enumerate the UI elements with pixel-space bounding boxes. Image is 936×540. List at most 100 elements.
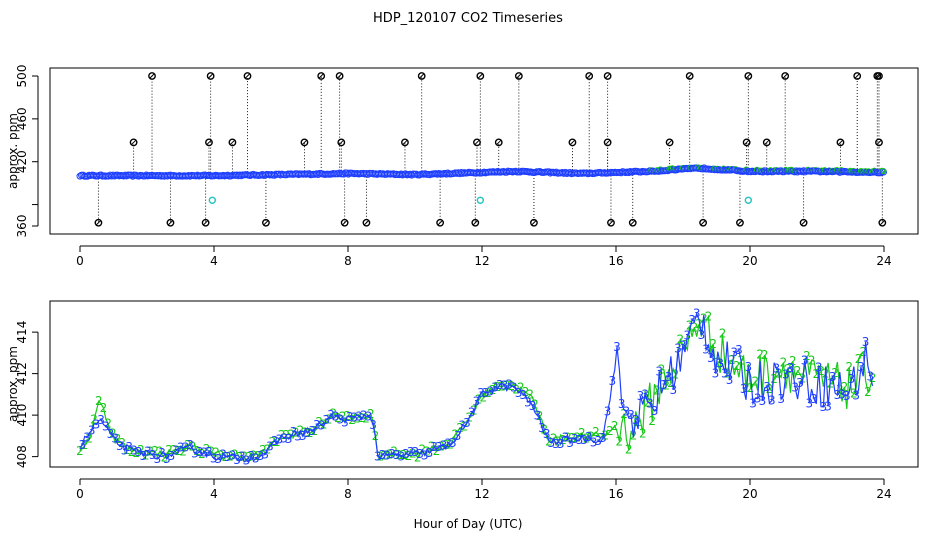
- spike-438-marker: [875, 138, 883, 147]
- series-3-point: 3: [205, 445, 213, 459]
- series-3-point: 3: [304, 426, 312, 440]
- series-2-point: 2: [789, 354, 797, 368]
- series-2-point: 2: [100, 401, 108, 415]
- spike-438-marker-slash: [302, 140, 307, 145]
- spike-500-marker: [853, 72, 862, 80]
- series-2-point: 2: [273, 435, 281, 449]
- series-2-point: 2: [132, 446, 140, 460]
- series-3-point: 3: [721, 366, 729, 380]
- spike-438-marker: [742, 138, 751, 147]
- secondary-point: [672, 165, 679, 172]
- series-3-point: 3: [866, 370, 874, 384]
- series-3-point: 3: [402, 447, 410, 461]
- series-3-point: 3: [426, 446, 434, 460]
- series-3-point: 3: [318, 418, 326, 432]
- y-tick-label: 412: [15, 362, 29, 385]
- spike-500-marker: [206, 72, 215, 80]
- series-2-point: 2: [170, 443, 178, 457]
- series-2-point: 2: [217, 448, 225, 462]
- series-3-point: 3: [107, 427, 115, 441]
- series-3-point: 3: [233, 453, 241, 467]
- spike-500-marker-slash: [245, 73, 250, 79]
- x-tick-label: 4: [210, 487, 218, 501]
- series-2-point: 2: [494, 380, 502, 394]
- series-2-point: 2: [625, 443, 633, 457]
- aux-point: [744, 196, 753, 204]
- y-tick-label: 408: [15, 445, 29, 468]
- series-3-point: 3: [740, 382, 748, 396]
- spike-438-marker-slash: [474, 140, 480, 145]
- series-3-point: 3: [308, 424, 316, 438]
- x-tick-label: 0: [76, 487, 84, 501]
- series-3-point: 3: [566, 436, 574, 450]
- series-2-point: 2: [226, 449, 234, 463]
- spike-500-marker-slash: [586, 73, 592, 79]
- series-3-point: 3: [669, 383, 677, 397]
- series-3-point: 3: [834, 388, 842, 402]
- spike-438-marker-slash: [605, 140, 610, 145]
- series-2-point: 2: [611, 419, 619, 433]
- series-2-point: 2: [287, 428, 295, 442]
- spike-363-marker-slash: [263, 220, 269, 226]
- series-3-point: 3: [144, 445, 152, 459]
- series-3-point: 3: [449, 436, 457, 450]
- series-2-point: 2: [236, 450, 244, 464]
- series-2-point: 2: [752, 374, 760, 388]
- series-3-point: 3: [243, 454, 251, 468]
- spike-500-marker-slash: [876, 73, 882, 79]
- series-2-point: 2: [578, 426, 586, 440]
- series-2-point: 2: [555, 434, 563, 448]
- series-3-point: 3: [397, 450, 405, 464]
- series-3-point: 3: [538, 421, 546, 435]
- series-2-point: 2: [503, 378, 511, 392]
- x-tick-label: 16: [608, 487, 623, 501]
- series-2-point: 2: [489, 383, 497, 397]
- spike-438-marker-slash: [338, 140, 344, 145]
- series-3-point: 3: [707, 351, 715, 365]
- series-3-point: 3: [796, 376, 804, 390]
- series-3-point: 3: [496, 378, 504, 392]
- series-3-point: 3: [684, 328, 692, 342]
- series-3-point: 3: [749, 396, 757, 410]
- spike-363-marker: [340, 218, 349, 227]
- series-3-point: 3: [182, 440, 190, 454]
- series-2-point: 2: [90, 412, 98, 426]
- series-3-point: 3: [416, 447, 424, 461]
- series-3-point: 3: [618, 397, 626, 411]
- series-3-point: 3: [130, 443, 138, 457]
- spike-500-marker: [335, 72, 344, 80]
- series-2-point: 2: [817, 364, 825, 378]
- series-2-point: 2: [442, 438, 450, 452]
- series-2-point: 2: [240, 450, 248, 464]
- series-3-point: 3: [79, 438, 87, 452]
- series-2-point: 2: [859, 345, 867, 359]
- spike-500-marker-slash: [477, 73, 483, 79]
- spike-363-marker-slash: [608, 220, 614, 226]
- spike-363-marker-slash: [96, 220, 101, 226]
- y-tick-label: 500: [15, 65, 29, 88]
- series-3-point: 3: [219, 447, 227, 461]
- series-2-point: 2: [175, 444, 183, 458]
- spike-363-marker: [628, 218, 637, 227]
- series-2-point: 2: [597, 431, 605, 445]
- series-3-point: 3: [468, 406, 476, 420]
- series-3-point: 3: [627, 408, 635, 422]
- series-3-point: 3: [238, 450, 246, 464]
- series-2-point: 2: [348, 413, 356, 427]
- series-3-point: 3: [759, 394, 767, 408]
- spike-438-marker: [665, 138, 674, 147]
- series-3-point: 3: [327, 408, 335, 422]
- secondary-point: [654, 167, 661, 174]
- spike-363-marker: [799, 218, 808, 227]
- series-3-point: 3: [637, 389, 645, 403]
- series-2-point: 2: [283, 428, 291, 442]
- series-2-point: 2: [362, 411, 370, 425]
- series-3-point: 3: [745, 360, 753, 374]
- series-3-point: 3: [369, 418, 377, 432]
- spike-438-marker-slash: [876, 140, 882, 145]
- series-3-point: 3: [688, 313, 696, 327]
- spike-438-marker: [568, 138, 577, 147]
- series-3-point: 3: [829, 370, 837, 384]
- series-3-point: 3: [702, 343, 710, 357]
- spike-363-marker: [362, 218, 371, 227]
